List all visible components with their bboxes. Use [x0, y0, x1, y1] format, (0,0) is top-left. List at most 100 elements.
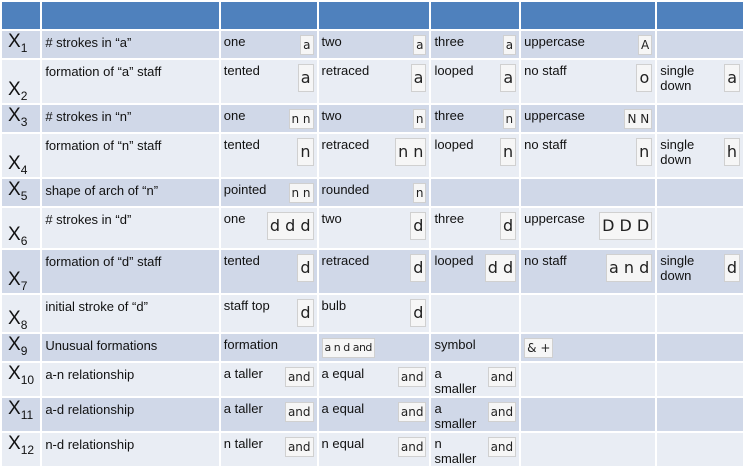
category-label: uppercase: [524, 34, 585, 49]
variable-letter: X: [8, 79, 21, 101]
handwriting-sample-image: a n d and: [321, 338, 375, 358]
feature-name: # strokes in “n”: [42, 105, 219, 132]
feature-name: a-d relationship: [42, 398, 219, 431]
category-cell: a smaller and: [431, 363, 520, 396]
category-cell: single down d: [657, 250, 743, 293]
variable-index: 2: [20, 89, 28, 103]
handwriting-sample-image: a: [724, 64, 740, 92]
variable-letter: X: [8, 398, 21, 419]
handwriting-sample-image: D D D: [599, 212, 653, 240]
header-cell: [431, 2, 520, 29]
category-label: formation: [223, 337, 278, 352]
variable-letter: X: [8, 153, 21, 175]
handwriting-sample-image: n: [297, 138, 314, 166]
handwriting-sample-image: d: [297, 299, 314, 327]
category-label: n equal: [321, 436, 365, 451]
handwriting-sample-image: N N: [624, 109, 653, 129]
category-cell: [657, 179, 743, 206]
variable-index: 7: [20, 279, 28, 293]
feature-name: initial stroke of “d”: [42, 295, 219, 332]
category-label: uppercase: [524, 108, 585, 123]
category-cell: [521, 295, 656, 332]
category-cell: [657, 433, 743, 466]
category-cell: looped d d: [431, 250, 520, 293]
category-label: three: [434, 211, 465, 226]
variable-index: 5: [20, 188, 28, 203]
feature-name: a-n relationship: [42, 363, 219, 396]
category-cell: tented d: [220, 250, 317, 293]
handwriting-sample-image: and: [397, 402, 427, 422]
category-label: two: [321, 108, 342, 123]
category-label: one: [223, 108, 246, 123]
header-cell: [42, 2, 219, 29]
category-label: tented: [223, 63, 260, 78]
table-row: X6 # strokes in “d” one d d d two d three d uppe…: [2, 208, 743, 248]
handwriting-sample-image: n: [502, 109, 517, 129]
handwriting-sample-image: a: [300, 35, 314, 55]
feature-name: formation of “n” staff: [42, 134, 219, 177]
variable-letter: X: [8, 308, 21, 330]
handwriting-sample-image: and: [284, 437, 314, 457]
variable-index: 11: [20, 407, 34, 422]
handwriting-sample-image: d d d: [266, 212, 314, 240]
table-row: X11 a-d relationship a taller and a equal and…: [2, 398, 743, 431]
handwriting-sample-image: o: [636, 64, 653, 92]
category-label: three: [434, 108, 465, 123]
variable-symbol: X11: [2, 398, 41, 431]
handwriting-sample-image: and: [284, 367, 314, 387]
table-row: X10 a-n relationship a taller and a equal and…: [2, 363, 743, 396]
category-cell: [521, 179, 656, 206]
category-label: a smaller: [434, 366, 477, 396]
category-cell: two d: [318, 208, 430, 248]
category-cell: n smaller and: [431, 433, 520, 466]
variable-letter: X: [8, 31, 21, 52]
category-label: retraced: [321, 63, 370, 78]
handwriting-sample-image: & +: [524, 338, 554, 358]
category-cell: a taller and: [220, 398, 317, 431]
category-cell: one d d d: [220, 208, 317, 248]
category-cell: tented n: [220, 134, 317, 177]
category-cell: one a: [220, 31, 317, 58]
category-label: no staff: [524, 253, 567, 268]
feature-name: # strokes in “a”: [42, 31, 219, 58]
category-cell: & +: [521, 334, 656, 361]
category-cell: retraced n n: [318, 134, 430, 177]
table-row: X5 shape of arch of “n” pointed n n rounded n: [2, 179, 743, 206]
variable-symbol: X7: [2, 250, 41, 293]
category-cell: retraced a: [318, 60, 430, 103]
handwriting-sample-image: n n: [395, 138, 427, 166]
handwriting-sample-image: d: [410, 212, 427, 240]
variable-letter: X: [8, 334, 21, 355]
variable-index: 1: [20, 40, 28, 55]
handwriting-sample-image: n: [412, 183, 427, 203]
category-label: n smaller: [434, 436, 477, 466]
category-cell: a equal and: [318, 363, 430, 396]
handwriting-sample-image: d: [410, 299, 427, 327]
handwriting-sample-image: and: [487, 437, 517, 457]
category-cell: [521, 363, 656, 396]
handwriting-sample-image: n: [636, 138, 653, 166]
category-label: retraced: [321, 253, 370, 268]
handwriting-sample-image: A: [638, 35, 653, 55]
feature-name: formation of “a” staff: [42, 60, 219, 103]
variable-symbol: X2: [2, 60, 41, 103]
category-label: single down: [660, 63, 695, 93]
category-cell: no staff o: [521, 60, 656, 103]
category-cell: [521, 433, 656, 466]
header-cell: [657, 2, 743, 29]
category-cell: uppercase N N: [521, 105, 656, 132]
category-cell: [657, 398, 743, 431]
category-cell: a equal and: [318, 398, 430, 431]
handwriting-sample-image: a: [410, 64, 427, 92]
variable-index: 8: [20, 318, 28, 332]
header-cell: [521, 2, 656, 29]
table-row: X9 Unusual formations formation a n d and sy…: [2, 334, 743, 361]
category-label: one: [223, 34, 246, 49]
category-cell: three n: [431, 105, 520, 132]
category-label: symbol: [434, 337, 476, 352]
handwriting-sample-image: d: [723, 254, 740, 282]
variable-symbol: X6: [2, 208, 41, 248]
feature-name: n-d relationship: [42, 433, 219, 466]
category-cell: uppercase D D D: [521, 208, 656, 248]
category-cell: [521, 398, 656, 431]
